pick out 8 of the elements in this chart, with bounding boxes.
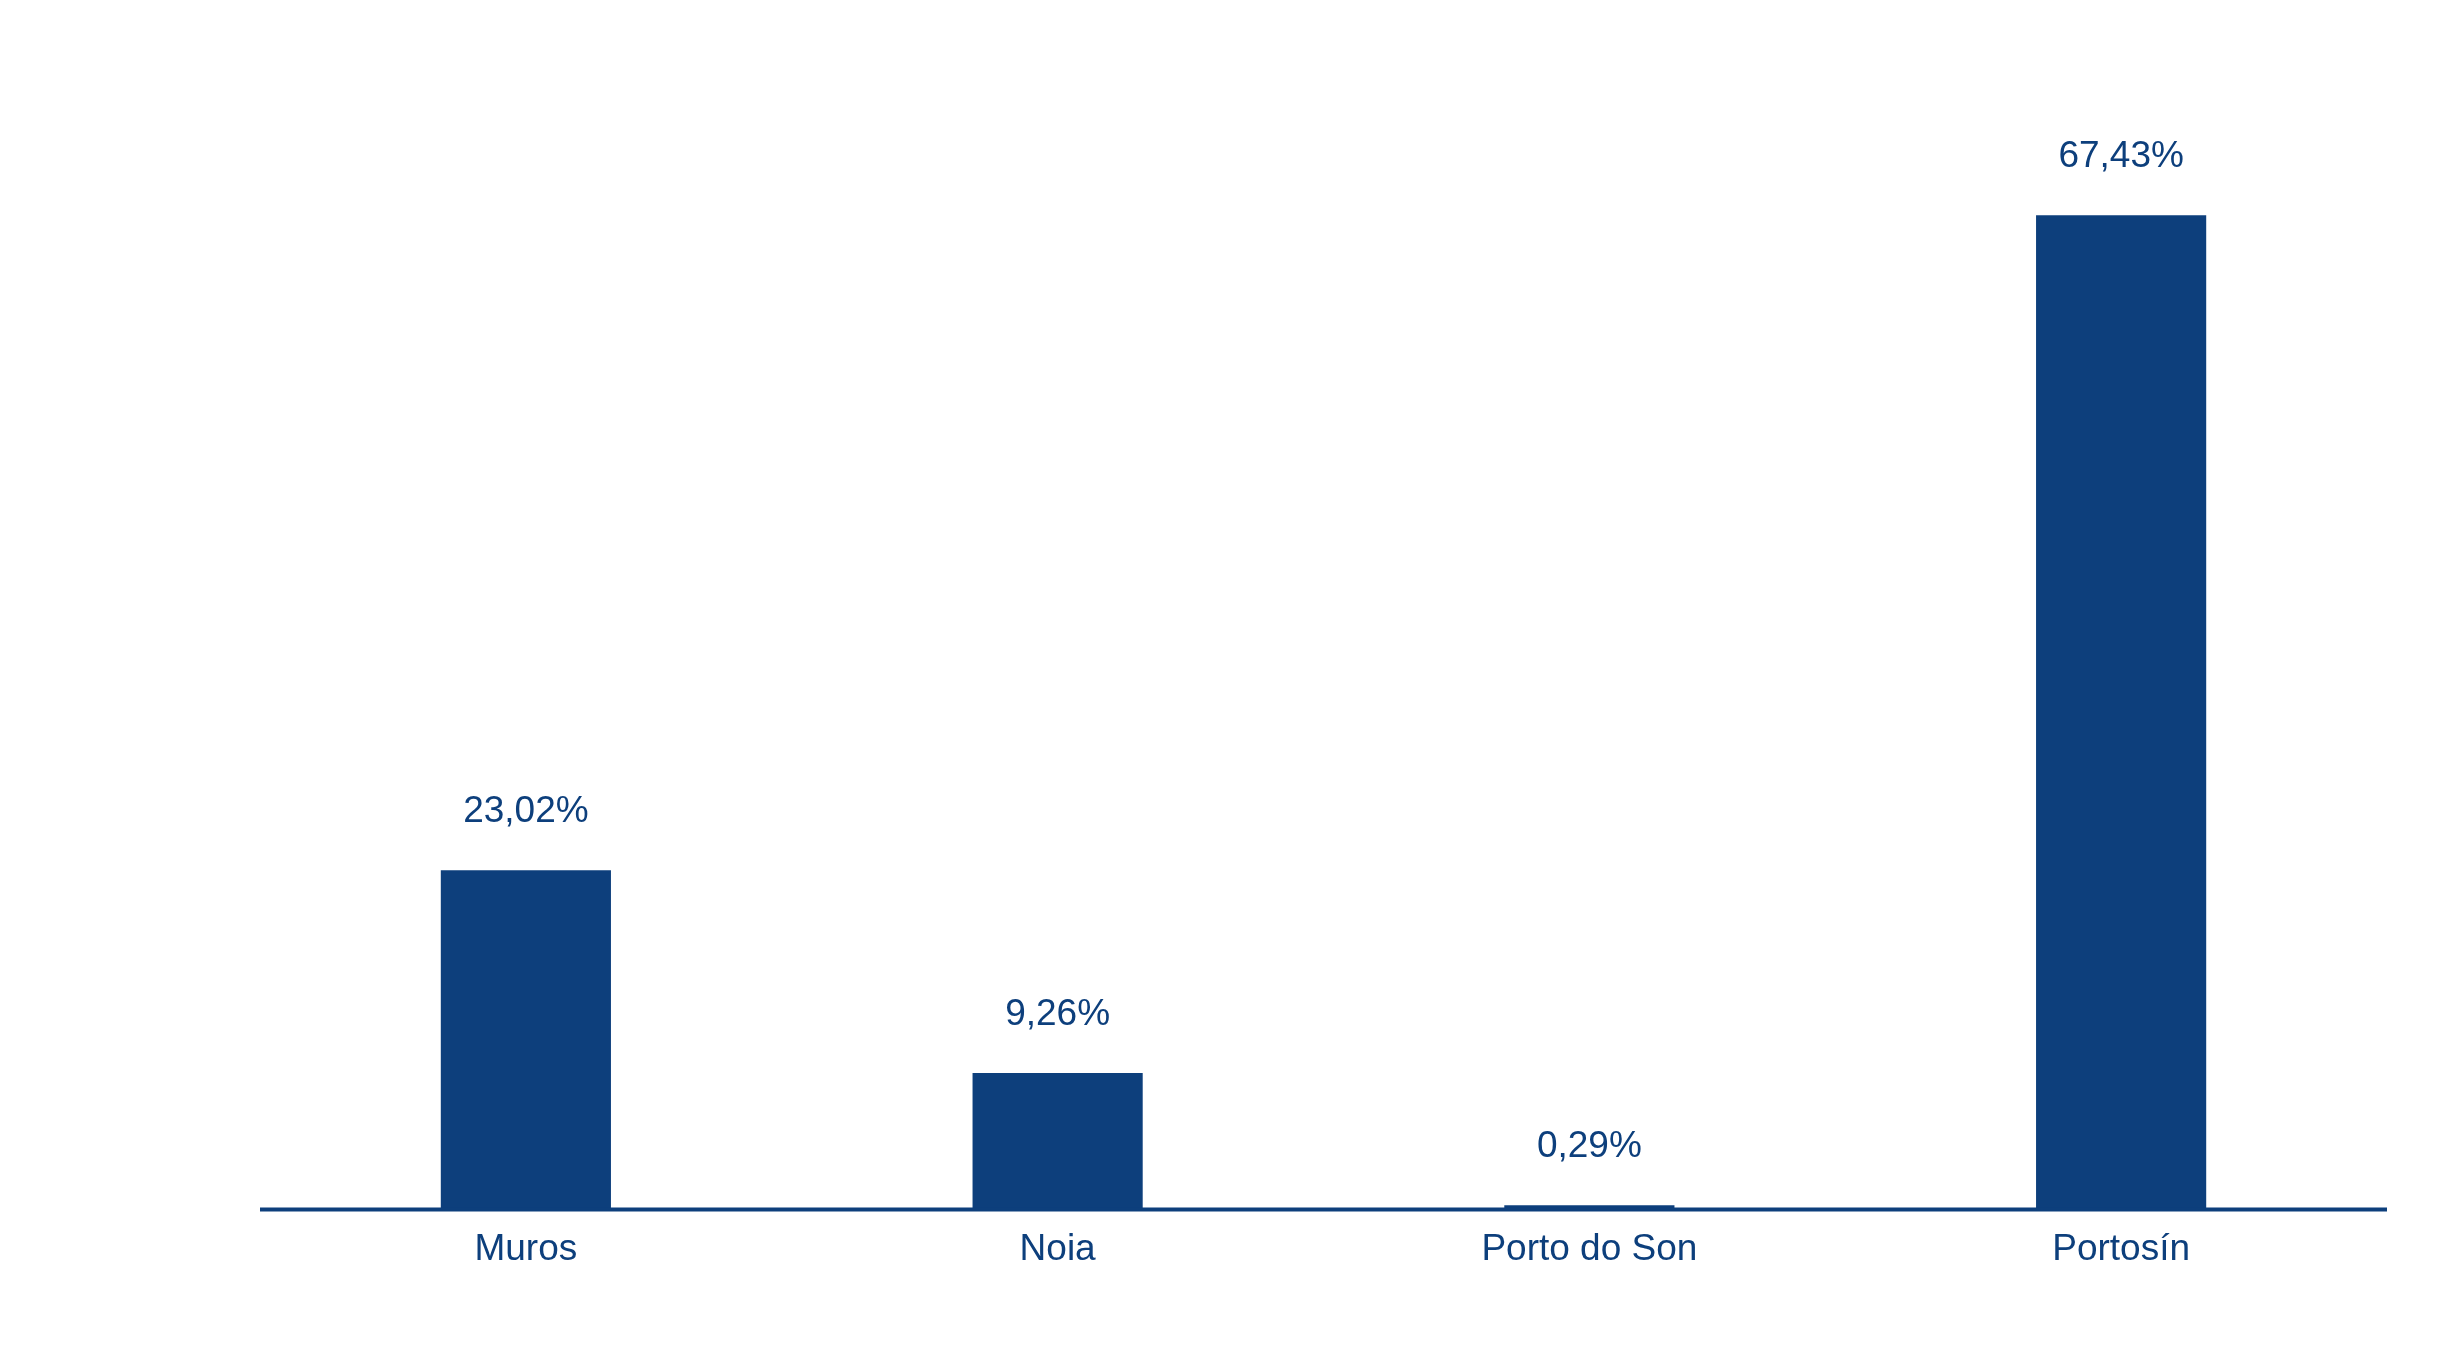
data-label: 9,26% [1005,991,1111,1033]
x-tick-label: Muros [474,1227,578,1268]
data-label: 0,29% [1536,1124,1642,1166]
x-tick-label: Noia [1019,1227,1097,1268]
x-tick-label: Portosín [2052,1227,2191,1268]
data-label: 67,43% [2058,134,2184,176]
data-label: 23,02% [463,788,589,830]
x-tick-label: Porto do Son [1481,1227,1698,1268]
